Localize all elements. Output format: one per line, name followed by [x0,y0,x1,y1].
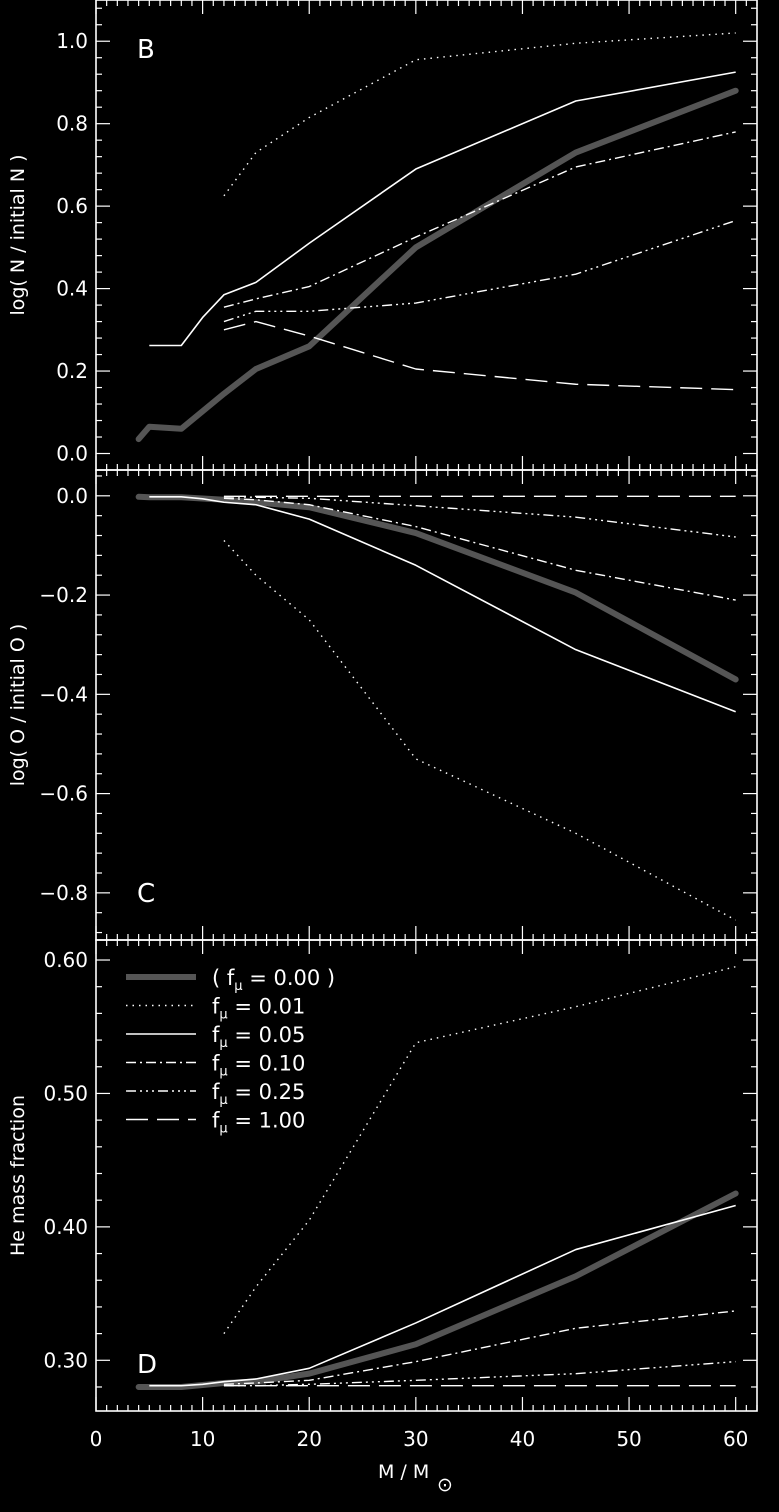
x-ticks [95,0,758,470]
sun-symbol: ⊙ [437,1474,453,1496]
series-line-2 [149,1204,736,1387]
x-tick-label: 0 [90,1427,103,1451]
panel-b: 0.0 0.2 0.4 0.6 0.8 1.0 log( N / initial N ) B [7,0,758,471]
legend-subscript: μ [219,1008,227,1023]
panel-letter: C [137,879,155,909]
legend-prefix: f [212,995,220,1019]
legend-entry: ( fμ = 0.00 ) [212,966,335,994]
series-line-3 [223,131,736,308]
legend-entry: fμ = 0.01 [212,995,305,1023]
y-tick-label: −0.2 [39,583,88,607]
legend-suffix: = 0.10 [228,1052,306,1076]
legend-subscript: μ [219,1065,227,1080]
legend-subscript: μ [219,1093,227,1108]
legend-entry: fμ = 0.25 [212,1080,305,1108]
legend-suffix: = 0.25 [228,1080,306,1104]
y-axis-label: log( O / initial O ) [7,624,29,787]
legend-prefix: f [212,1080,220,1104]
y-tick-label: −0.8 [39,881,88,905]
series-lines [135,493,739,921]
x-tick-label: 50 [616,1427,641,1451]
legend-entry: fμ = 0.10 [212,1052,305,1080]
x-tick-label: 60 [723,1427,748,1451]
legend-subscript: μ [234,979,242,994]
legend-suffix: = 0.05 [228,1023,306,1047]
y-tick-label: 0.0 [56,484,88,508]
panel-letter: B [137,35,155,65]
series-line-2 [149,71,736,347]
x-tick-label: 40 [510,1427,535,1451]
panel-c: 0.0 −0.2 −0.4 −0.6 −0.8 log( O / initial O ) C [7,469,758,941]
x-tick-label: 20 [296,1427,321,1451]
series-lines [135,32,739,443]
legend-prefix: f [212,1109,220,1133]
panel-letter: D [137,1350,157,1380]
series-line-4 [223,219,736,323]
y-tick-label: 0.0 [56,442,88,466]
y-ticks [96,7,757,455]
legend-entry: fμ = 1.00 [212,1109,305,1137]
y-tick-label: 0.30 [43,1348,88,1372]
legend-prefix: f [212,1052,220,1076]
y-tick-label: 0.50 [43,1081,88,1105]
series-line-1 [223,966,736,1335]
series-line-3 [223,1310,736,1386]
series-line-1 [223,540,737,921]
legend-suffix: = 1.00 [228,1109,306,1133]
y-tick-label: 0.60 [43,948,88,972]
y-tick-label: 1.0 [56,29,88,53]
x-ticks [95,470,758,940]
x-tick-label: 10 [190,1427,215,1451]
y-tick-label: −0.4 [39,682,88,706]
series-line-3 [223,497,736,601]
x-ticks [95,940,758,1411]
x-tick-label: 30 [403,1427,428,1451]
y-tick-label: 0.4 [56,277,88,301]
y-tick-label: 0.6 [56,194,88,218]
y-tick-label: 0.8 [56,112,88,136]
series-lines [135,966,739,1390]
legend-entry: fμ = 0.05 [212,1023,305,1051]
y-axis-label: log( N / initial N ) [7,154,29,315]
series-line-0 [135,1190,739,1390]
y-axis-label: He mass fraction [7,1095,29,1256]
y-tick-label: 0.40 [43,1215,88,1239]
series-line-5 [223,320,736,391]
y-tick-label: −0.6 [39,782,88,806]
x-axis-label: M / M [378,1461,429,1483]
y-ticks [96,475,757,934]
legend-prefix: f [212,1023,220,1047]
series-line-4 [223,496,736,538]
series-line-4 [223,1360,736,1387]
legend-prefix: ( f [212,966,235,990]
legend-suffix: = 0.00 ) [243,966,336,990]
series-line-0 [135,87,739,443]
y-ticks [96,959,757,1388]
legend-subscript: μ [219,1122,227,1137]
series-line-2 [149,496,736,713]
legend-suffix: = 0.01 [228,995,306,1019]
panel-d: 0.30 0.40 0.50 0.60 He mass fraction D 0 10 20 30… [7,939,758,1496]
legend-subscript: μ [219,1036,227,1051]
y-tick-label: 0.2 [56,359,88,383]
